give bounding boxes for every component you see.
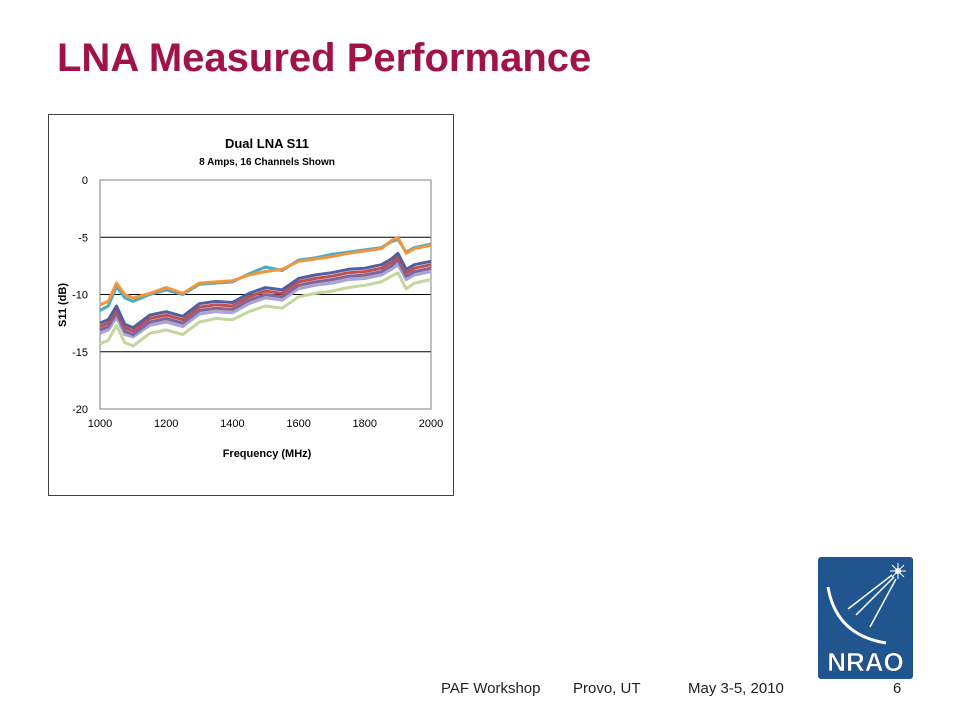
chart-title: Dual LNA S11	[225, 136, 309, 151]
series-line	[99, 263, 432, 339]
x-tick-label: 1200	[154, 418, 178, 430]
series-line	[99, 251, 432, 330]
series-line	[99, 235, 432, 307]
chart-subtitle: 8 Amps, 16 Channels Shown	[199, 157, 335, 168]
plot-area	[99, 179, 432, 410]
footer-event: PAF Workshop	[441, 680, 541, 697]
chart-frame: Dual LNA S11 8 Amps, 16 Channels Shown 0…	[48, 114, 454, 496]
footer-page-number: 6	[893, 680, 902, 697]
x-tick-label: 1000	[88, 418, 112, 430]
nrao-logo: NRAO	[818, 557, 913, 679]
page-title: LNA Measured Performance	[57, 36, 592, 80]
x-tick-label: 1800	[353, 418, 377, 430]
y-tick-label: -20	[72, 404, 88, 416]
y-tick-label: -10	[72, 290, 88, 302]
y-tick-label: -15	[72, 347, 88, 359]
footer-location: Provo, UT	[573, 680, 641, 697]
y-axis-label: S11 (dB)	[57, 283, 69, 327]
y-tick-label: 0	[82, 175, 88, 187]
s11-chart: Dual LNA S11 8 Amps, 16 Channels Shown 0…	[57, 136, 443, 460]
footer-date: May 3-5, 2010	[688, 680, 784, 697]
x-tick-label: 1400	[220, 418, 244, 430]
y-tick-label: -5	[78, 232, 88, 244]
series-line	[99, 255, 432, 333]
series-line	[99, 258, 432, 337]
x-tick-label: 1600	[286, 418, 310, 430]
x-tick-label: 2000	[419, 418, 443, 430]
nrao-logo-graphic: NRAO	[818, 557, 913, 679]
x-axis-label: Frequency (MHz)	[223, 448, 312, 460]
series-group	[99, 235, 432, 348]
series-line	[99, 271, 432, 348]
star-icon	[890, 563, 906, 579]
logo-text: NRAO	[827, 647, 904, 677]
